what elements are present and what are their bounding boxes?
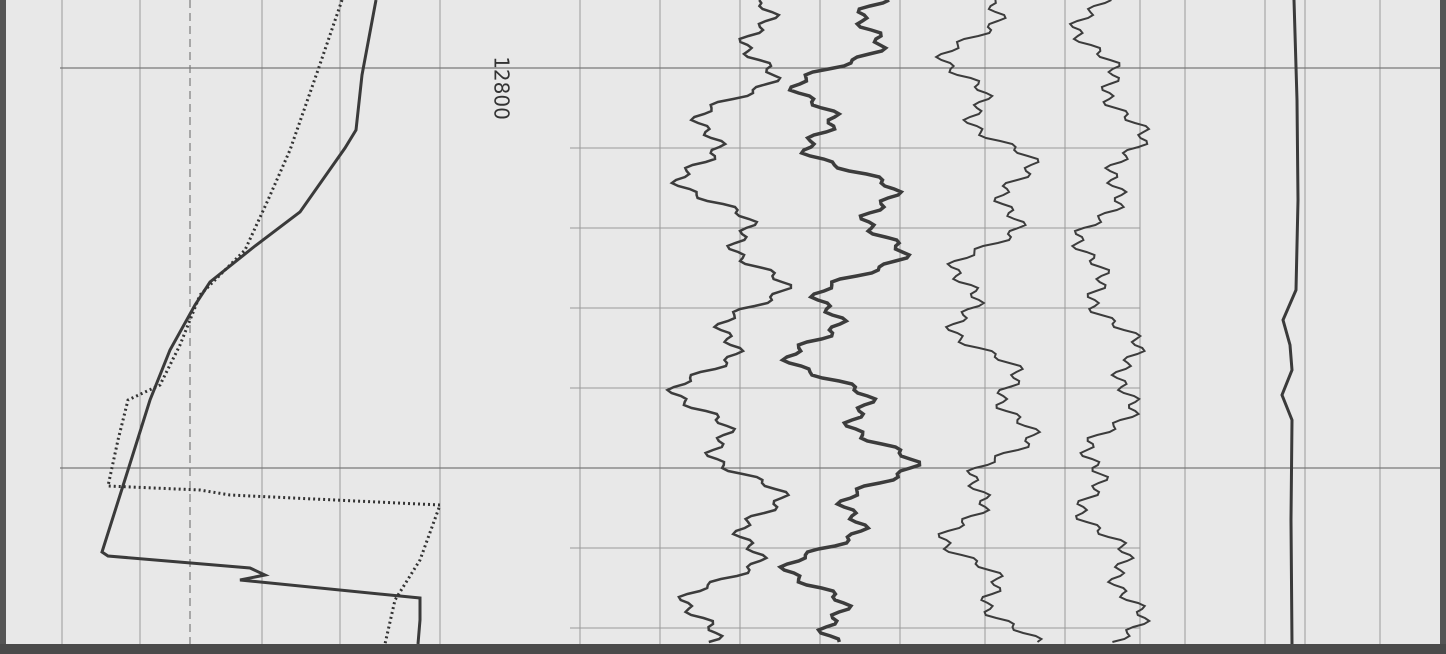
depth-label: 12800	[490, 56, 514, 120]
log-traces	[665, 0, 1152, 644]
log-trace	[776, 0, 922, 643]
left-edge	[0, 0, 6, 654]
resistivity-curve	[100, 0, 422, 645]
log-trace	[934, 0, 1044, 643]
bottom-edge	[0, 644, 1446, 654]
caliper-curve	[1280, 0, 1300, 645]
grid	[61, 0, 1381, 644]
dotted-curve	[106, 0, 443, 645]
log-trace	[1068, 0, 1152, 643]
log-trace	[665, 0, 793, 644]
right-edge	[1440, 0, 1446, 654]
